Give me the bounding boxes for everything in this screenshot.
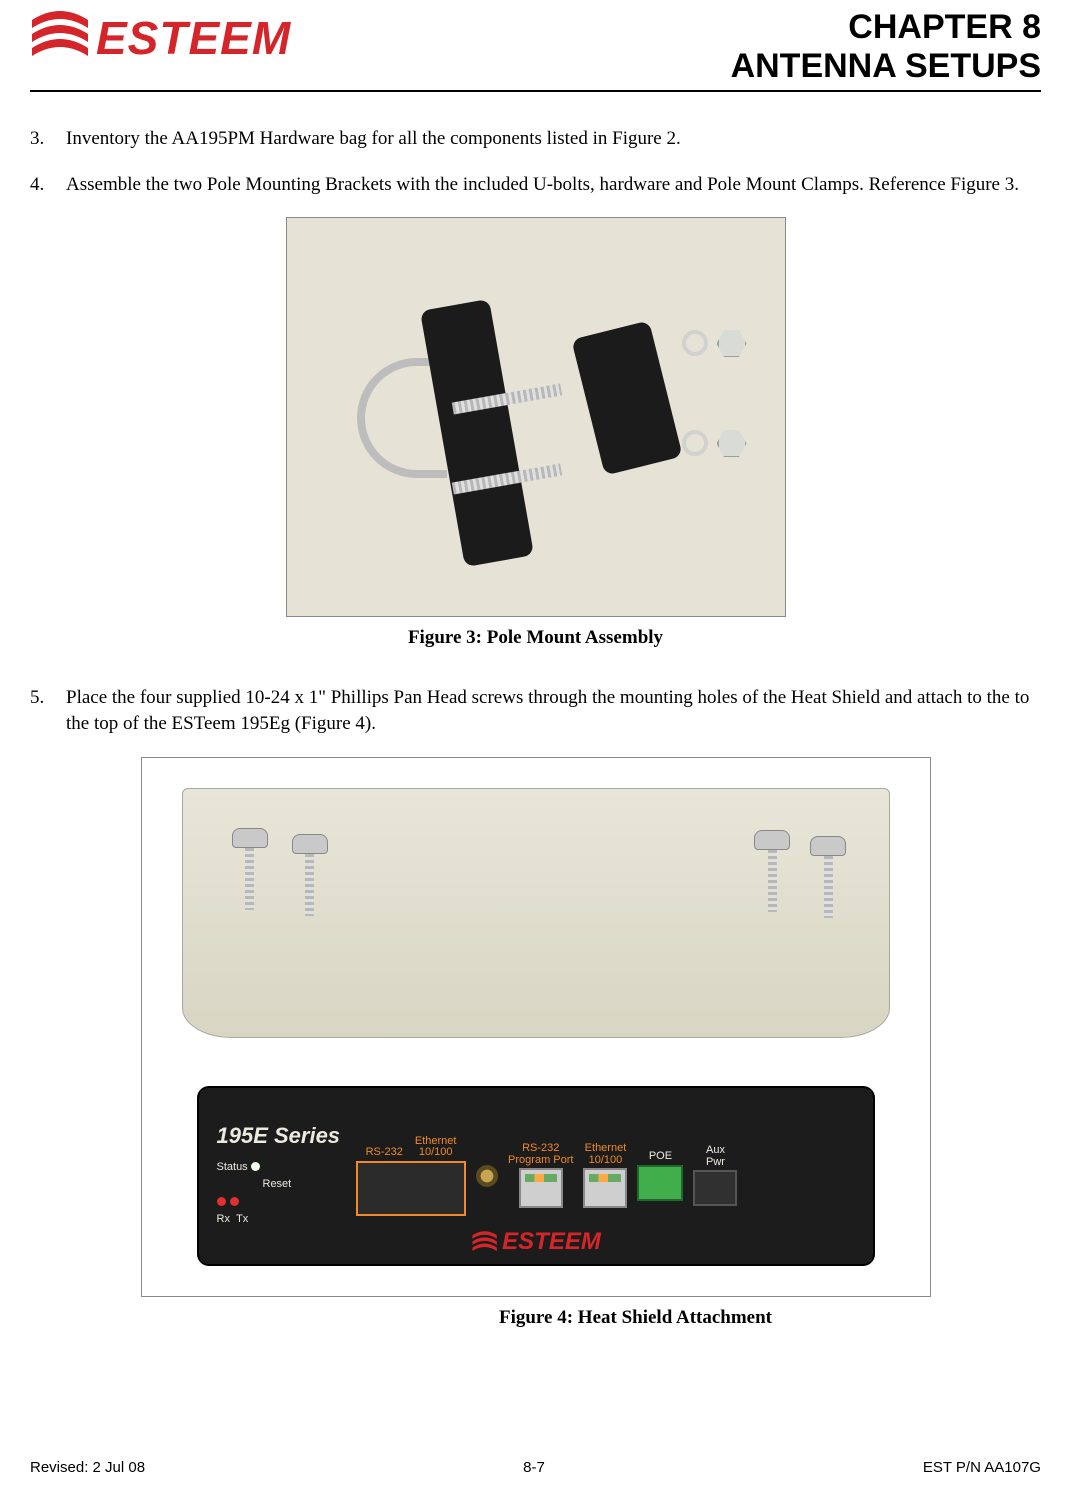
device-series-label: 195E Series bbox=[217, 1123, 341, 1149]
led-icon bbox=[251, 1162, 260, 1171]
eth2-line2: 10/100 bbox=[585, 1155, 627, 1167]
screw-head-icon bbox=[810, 836, 846, 856]
step-text: Inventory the AA195PM Hardware bag for a… bbox=[66, 126, 681, 152]
screw-shaft-icon bbox=[245, 848, 254, 910]
brand-wave-icon bbox=[470, 1230, 498, 1254]
rj45-port-icon bbox=[519, 1168, 563, 1208]
step-number: 5. bbox=[30, 685, 48, 736]
step-number: 4. bbox=[30, 172, 48, 198]
chapter-title: CHAPTER 8 ANTENNA SETUPS bbox=[731, 8, 1041, 86]
port-box-icon bbox=[356, 1161, 466, 1216]
aux-pwr-section: Aux Pwr bbox=[693, 1145, 737, 1206]
led-icon bbox=[230, 1197, 239, 1206]
screw-shaft-icon bbox=[768, 850, 777, 912]
step-number: 3. bbox=[30, 126, 48, 152]
reset-label: Reset bbox=[263, 1178, 292, 1190]
chapter-line-1: CHAPTER 8 bbox=[731, 8, 1041, 47]
figure-3-caption: Figure 3: Pole Mount Assembly bbox=[30, 627, 1041, 649]
aux-pwr-port-icon bbox=[693, 1170, 737, 1206]
ethernet-label: Ethernet 10/100 bbox=[415, 1136, 457, 1159]
brand-wave-icon bbox=[30, 8, 90, 68]
aux-pwr-label: Aux Pwr bbox=[706, 1145, 725, 1168]
ethernet-label-2: Ethernet 10/100 bbox=[585, 1143, 627, 1166]
rs232-section: RS-232 Ethernet 10/100 bbox=[356, 1136, 466, 1216]
rx-label: Rx bbox=[217, 1213, 230, 1225]
figure-4-caption: Figure 4: Heat Shield Attachment bbox=[30, 1307, 1041, 1329]
status-label: Status bbox=[217, 1161, 248, 1173]
chapter-line-2: ANTENNA SETUPS bbox=[731, 47, 1041, 86]
device-front-panel: 195E Series Status Reset Rx Tx RS-232 bbox=[197, 1086, 875, 1266]
aux-line2: Pwr bbox=[706, 1157, 725, 1169]
terminal-block-icon bbox=[637, 1165, 683, 1201]
brand-logo-text: ESTEEM bbox=[96, 11, 291, 65]
brand-logo: ESTEEM bbox=[30, 8, 291, 68]
step-4: 4. Assemble the two Pole Mounting Bracke… bbox=[30, 172, 1041, 198]
nut-icon bbox=[717, 428, 747, 458]
screw-head-icon bbox=[232, 828, 268, 848]
step-text: Assemble the two Pole Mounting Brackets … bbox=[66, 172, 1019, 198]
washer-icon bbox=[682, 330, 708, 356]
audio-jack-icon bbox=[476, 1165, 498, 1187]
footer-revised: Revised: 2 Jul 08 bbox=[30, 1459, 145, 1476]
heat-shield-icon bbox=[182, 788, 890, 1038]
rj45-port-icon bbox=[583, 1168, 627, 1208]
prog-line2: Program Port bbox=[508, 1155, 573, 1167]
page-footer: Revised: 2 Jul 08 8-7 EST P/N AA107G bbox=[30, 1459, 1041, 1476]
step-3: 3. Inventory the AA195PM Hardware bag fo… bbox=[30, 126, 1041, 152]
poe-label: POE bbox=[649, 1151, 672, 1163]
device-brand: ESTEEM bbox=[470, 1228, 601, 1256]
figure-4-image: 195E Series Status Reset Rx Tx RS-232 bbox=[141, 757, 931, 1297]
step-text: Place the four supplied 10-24 x 1" Phill… bbox=[66, 685, 1041, 736]
page-header: ESTEEM CHAPTER 8 ANTENNA SETUPS bbox=[30, 8, 1041, 92]
bracket-assembly-icon bbox=[357, 288, 557, 548]
led-icon bbox=[217, 1197, 226, 1206]
footer-page-number: 8-7 bbox=[523, 1459, 545, 1476]
rs232-prog-label: RS-232 Program Port bbox=[508, 1143, 573, 1166]
footer-part-number: EST P/N AA107G bbox=[923, 1459, 1041, 1476]
poe-section: POE bbox=[637, 1151, 683, 1201]
figure-4: 195E Series Status Reset Rx Tx RS-232 bbox=[30, 757, 1041, 1329]
rs232-program-section: RS-232 Program Port bbox=[508, 1143, 573, 1208]
figure-3: Figure 3: Pole Mount Assembly bbox=[30, 217, 1041, 649]
device-brand-text: ESTEEM bbox=[502, 1228, 601, 1256]
device-status-block: Status Reset Rx Tx bbox=[217, 1159, 347, 1229]
clamp-icon bbox=[571, 321, 682, 476]
screw-head-icon bbox=[754, 830, 790, 850]
body-content: 3. Inventory the AA195PM Hardware bag fo… bbox=[30, 126, 1041, 1329]
rs232-label: RS-232 bbox=[366, 1147, 403, 1159]
figure-3-image bbox=[286, 217, 786, 617]
ethernet-section: Ethernet 10/100 bbox=[583, 1143, 627, 1208]
tx-label: Tx bbox=[236, 1213, 248, 1225]
nut-icon bbox=[717, 328, 747, 358]
screw-head-icon bbox=[292, 834, 328, 854]
step-5: 5. Place the four supplied 10-24 x 1" Ph… bbox=[30, 685, 1041, 736]
screw-shaft-icon bbox=[305, 854, 314, 916]
screw-shaft-icon bbox=[824, 856, 833, 918]
eth-line2: 10/100 bbox=[415, 1147, 457, 1159]
washer-icon bbox=[682, 430, 708, 456]
